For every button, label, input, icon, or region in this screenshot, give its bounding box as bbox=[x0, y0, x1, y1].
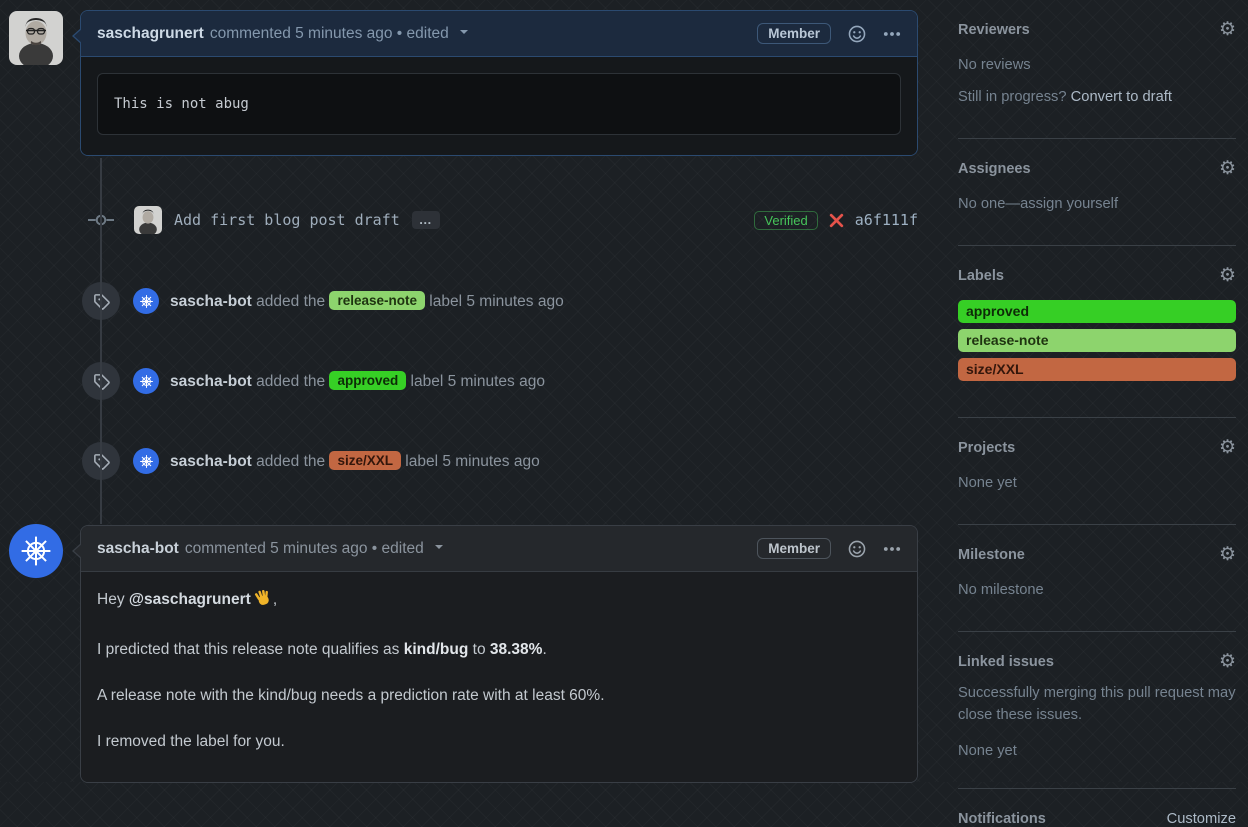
timeline-column: saschagrunert commented 5 minutes ago • … bbox=[9, 10, 918, 783]
edited-dropdown-icon[interactable] bbox=[459, 29, 468, 38]
event-actor[interactable]: sascha-bot bbox=[170, 373, 252, 390]
greeting-line: Hey @saschagrunert, bbox=[97, 588, 901, 616]
labels-section: Labels ⚙ approved release-note size/XXL bbox=[958, 246, 1236, 418]
label-release-note[interactable]: release-note bbox=[958, 329, 1236, 352]
comment-header: saschagrunert commented 5 minutes ago • … bbox=[81, 11, 917, 57]
label-event: sascha-bot added the approved label 5 mi… bbox=[82, 362, 918, 400]
edited-dropdown-icon[interactable] bbox=[434, 544, 443, 553]
label-size-xxl[interactable]: size/XXL bbox=[958, 358, 1236, 381]
user-mention[interactable]: @saschagrunert bbox=[128, 591, 251, 608]
status-failed-x-icon[interactable] bbox=[828, 212, 845, 229]
member-badge: Member bbox=[757, 538, 831, 559]
event-suffix: label 5 minutes ago bbox=[429, 293, 564, 310]
event-suffix: label 5 minutes ago bbox=[405, 453, 540, 470]
pull-request-conversation-page: saschagrunert commented 5 minutes ago • … bbox=[9, 10, 1236, 827]
assignees-section: Assignees ⚙ No one—assign yourself bbox=[958, 139, 1236, 246]
comment-header: sascha-bot commented 5 minutes ago • edi… bbox=[81, 526, 917, 572]
requirement-line: A release note with the kind/bug needs a… bbox=[97, 687, 605, 704]
commit-description-toggle[interactable]: … bbox=[411, 211, 440, 229]
add-reaction-icon[interactable] bbox=[848, 540, 866, 558]
comment-code-block: This is not abug bbox=[97, 73, 901, 135]
label-event: sascha-bot added the size/XXL label 5 mi… bbox=[82, 442, 918, 480]
commit-message[interactable]: Add first blog post draft bbox=[174, 211, 400, 229]
comment-sascha-bot: sascha-bot commented 5 minutes ago • edi… bbox=[9, 524, 918, 783]
kebab-menu-icon[interactable] bbox=[883, 540, 901, 558]
event-action: added the bbox=[256, 453, 326, 470]
reviewers-section: Reviewers ⚙ No reviews Still in progress… bbox=[958, 0, 1236, 139]
kebab-menu-icon[interactable] bbox=[883, 25, 901, 43]
commit-hash-link[interactable]: a6f111f bbox=[854, 211, 918, 229]
member-badge: Member bbox=[757, 23, 831, 44]
comment-timestamp[interactable]: commented 5 minutes ago • edited bbox=[209, 24, 449, 42]
milestone-section: Milestone ⚙ No milestone bbox=[958, 525, 1236, 632]
label-event: sascha-bot added the release-note label … bbox=[82, 282, 918, 320]
label-pill[interactable]: approved bbox=[329, 371, 407, 390]
event-action: added the bbox=[256, 373, 326, 390]
linked-issues-empty-text: None yet bbox=[958, 743, 1017, 759]
draft-hint: Still in progress? Convert to draft bbox=[958, 89, 1172, 105]
add-reaction-icon[interactable] bbox=[848, 25, 866, 43]
linked-issues-title[interactable]: Linked issues bbox=[958, 654, 1054, 670]
gear-icon[interactable]: ⚙ bbox=[1218, 265, 1236, 286]
sidebar: Reviewers ⚙ No reviews Still in progress… bbox=[958, 0, 1236, 827]
notifications-title: Notifications bbox=[958, 811, 1046, 827]
event-actor[interactable]: sascha-bot bbox=[170, 453, 252, 470]
commit-author-avatar[interactable] bbox=[134, 206, 162, 234]
gear-icon[interactable]: ⚙ bbox=[1218, 437, 1236, 458]
comment-saschagrunert: saschagrunert commented 5 minutes ago • … bbox=[9, 10, 918, 156]
gear-icon[interactable]: ⚙ bbox=[1218, 158, 1236, 179]
assignees-title[interactable]: Assignees bbox=[958, 161, 1031, 177]
projects-section: Projects ⚙ None yet bbox=[958, 418, 1236, 525]
assignees-empty-text: No one—assign yourself bbox=[958, 196, 1119, 212]
linked-issues-section: Linked issues ⚙ Successfully merging thi… bbox=[958, 632, 1236, 789]
reviewers-title[interactable]: Reviewers bbox=[958, 22, 1030, 38]
removal-line: I removed the label for you. bbox=[97, 733, 285, 750]
label-approved[interactable]: approved bbox=[958, 300, 1236, 323]
comment-body: This is not abug bbox=[81, 57, 917, 155]
comment-body: Hey @saschagrunert, I predicted that thi… bbox=[81, 572, 917, 782]
linked-issues-description: Successfully merging this pull request m… bbox=[958, 685, 1236, 723]
projects-title[interactable]: Projects bbox=[958, 440, 1016, 456]
event-actor[interactable]: sascha-bot bbox=[170, 293, 252, 310]
avatar-sascha-bot[interactable] bbox=[133, 448, 159, 474]
wave-emoji-icon bbox=[254, 589, 273, 616]
convert-to-draft-link[interactable]: Convert to draft bbox=[1070, 89, 1172, 105]
notifications-section: Notifications Customize bbox=[958, 789, 1236, 827]
milestone-title[interactable]: Milestone bbox=[958, 547, 1025, 563]
assign-yourself-link[interactable]: assign yourself bbox=[1020, 196, 1119, 212]
avatar-sascha-bot[interactable] bbox=[9, 524, 63, 578]
gear-icon[interactable]: ⚙ bbox=[1218, 19, 1236, 40]
labels-title[interactable]: Labels bbox=[958, 268, 1004, 284]
customize-link[interactable]: Customize bbox=[1166, 811, 1236, 827]
label-pill[interactable]: release-note bbox=[329, 291, 425, 310]
projects-empty-text: None yet bbox=[958, 475, 1017, 491]
comment-author[interactable]: sascha-bot bbox=[97, 539, 179, 557]
event-suffix: label 5 minutes ago bbox=[410, 373, 545, 390]
gear-icon[interactable]: ⚙ bbox=[1218, 544, 1236, 565]
verified-badge[interactable]: Verified bbox=[754, 210, 818, 230]
timeline-line bbox=[100, 158, 102, 524]
comment-timestamp[interactable]: commented 5 minutes ago • edited bbox=[184, 539, 424, 557]
milestone-empty-text: No milestone bbox=[958, 582, 1044, 598]
label-pill[interactable]: size/XXL bbox=[329, 451, 401, 470]
commit-event: Add first blog post draft … Verified a6f… bbox=[88, 206, 918, 234]
prediction-line: I predicted that this release note quali… bbox=[97, 641, 547, 658]
avatar-saschagrunert[interactable] bbox=[9, 11, 63, 65]
reviewers-empty-text: No reviews bbox=[958, 57, 1031, 73]
avatar-sascha-bot[interactable] bbox=[133, 368, 159, 394]
gear-icon[interactable]: ⚙ bbox=[1218, 651, 1236, 672]
avatar-sascha-bot[interactable] bbox=[133, 288, 159, 314]
comment-author[interactable]: saschagrunert bbox=[97, 24, 204, 42]
event-action: added the bbox=[256, 293, 326, 310]
